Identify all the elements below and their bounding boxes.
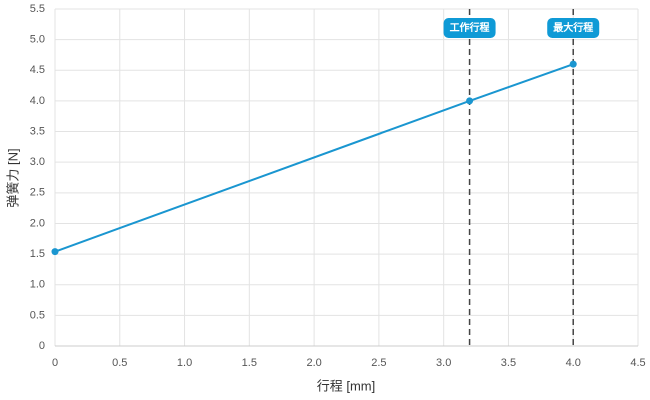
x-tick-label: 2.0 <box>306 357 321 369</box>
annotation-text: 最大行程 <box>553 21 593 34</box>
x-tick-label: 3.0 <box>436 357 451 369</box>
x-tick-label: 1.0 <box>177 357 192 369</box>
y-tick-label: 1.5 <box>30 248 45 260</box>
x-tick-label: 0.5 <box>112 357 127 369</box>
annotation-box <box>547 18 600 38</box>
point <box>569 60 577 68</box>
y-tick-label: 3.0 <box>30 156 45 168</box>
x-axis-title: 行程 [mm] <box>317 378 376 393</box>
annotation-label: 最大行程 <box>547 18 600 38</box>
y-tick-label: 0 <box>39 340 45 352</box>
x-tick-label: 0 <box>52 357 58 369</box>
annotation-text: 工作行程 <box>450 21 490 34</box>
y-tick-label: 5.0 <box>30 34 45 46</box>
y-tick-label: 5.5 <box>30 3 45 15</box>
y-tick-label: 2.5 <box>30 187 45 199</box>
y-tick-label: 0.5 <box>30 309 45 321</box>
y-tick-label: 3.5 <box>30 125 45 137</box>
x-tick-label: 2.5 <box>371 357 386 369</box>
annotation-box <box>443 18 496 38</box>
y-tick-label: 4.5 <box>30 64 45 76</box>
x-tick-label: 4.5 <box>630 357 645 369</box>
y-tick-label: 1.0 <box>30 279 45 291</box>
y-tick-label: 4.0 <box>30 95 45 107</box>
y-axis-title: 弹簧力 [N] <box>5 148 20 207</box>
x-tick-label: 4.0 <box>566 357 581 369</box>
point <box>51 248 59 256</box>
y-tick-label: 2.0 <box>30 217 45 229</box>
annotation-label: 工作行程 <box>443 18 496 38</box>
x-tick-label: 3.5 <box>501 357 516 369</box>
point <box>466 97 474 105</box>
x-tick-label: 1.5 <box>242 357 257 369</box>
